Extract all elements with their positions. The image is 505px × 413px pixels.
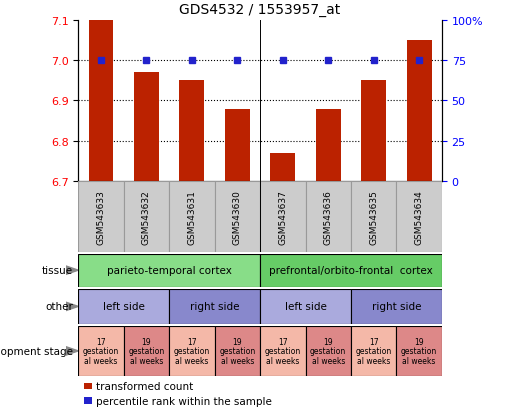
Text: GSM543634: GSM543634	[415, 190, 424, 244]
Bar	[169, 326, 215, 376]
Text: prefrontal/orbito-frontal  cortex: prefrontal/orbito-frontal cortex	[269, 266, 433, 275]
Text: tissue: tissue	[42, 266, 73, 275]
Text: GSM543637: GSM543637	[278, 190, 287, 244]
Text: right side: right side	[190, 301, 239, 312]
Text: 17
gestation
al weeks: 17 gestation al weeks	[265, 337, 301, 365]
Bar	[260, 182, 306, 252]
Text: parieto-temporal cortex: parieto-temporal cortex	[107, 266, 232, 275]
Text: development stage: development stage	[0, 346, 73, 356]
Bar	[124, 182, 169, 252]
Text: 19
gestation
al weeks: 19 gestation al weeks	[310, 337, 346, 365]
Bar	[351, 289, 442, 324]
Polygon shape	[66, 266, 78, 275]
Text: percentile rank within the sample: percentile rank within the sample	[96, 396, 272, 406]
Title: GDS4532 / 1553957_at: GDS4532 / 1553957_at	[179, 3, 341, 17]
Text: left side: left side	[103, 301, 144, 312]
Text: GSM543632: GSM543632	[142, 190, 151, 244]
Bar	[78, 326, 124, 376]
Bar	[215, 326, 260, 376]
Bar	[316, 109, 341, 182]
Bar	[124, 326, 169, 376]
Text: GSM543631: GSM543631	[187, 190, 196, 244]
Bar	[169, 182, 215, 252]
Bar	[169, 289, 260, 324]
Bar	[407, 41, 432, 182]
Bar	[260, 254, 442, 287]
Bar	[179, 81, 205, 182]
Bar	[260, 326, 306, 376]
Text: GSM543630: GSM543630	[233, 190, 242, 244]
Bar	[134, 73, 159, 182]
Bar	[396, 182, 442, 252]
Text: 17
gestation
al weeks: 17 gestation al weeks	[83, 337, 119, 365]
Bar	[361, 81, 386, 182]
Text: 17
gestation
al weeks: 17 gestation al weeks	[174, 337, 210, 365]
Text: GSM543635: GSM543635	[369, 190, 378, 244]
Text: 19
gestation
al weeks: 19 gestation al weeks	[401, 337, 437, 365]
Bar	[78, 289, 169, 324]
Text: 17
gestation
al weeks: 17 gestation al weeks	[356, 337, 392, 365]
Bar	[270, 154, 295, 182]
Text: 19
gestation
al weeks: 19 gestation al weeks	[128, 337, 165, 365]
Text: transformed count: transformed count	[96, 381, 193, 391]
Text: GSM543636: GSM543636	[324, 190, 333, 244]
Bar	[306, 182, 351, 252]
Text: right side: right side	[372, 301, 421, 312]
Bar	[84, 397, 92, 404]
Bar	[396, 326, 442, 376]
Polygon shape	[66, 347, 78, 355]
Bar	[351, 326, 396, 376]
Bar	[351, 182, 396, 252]
Bar	[306, 326, 351, 376]
Bar	[260, 289, 351, 324]
Text: other: other	[45, 301, 73, 312]
Bar	[88, 21, 114, 182]
Text: 19
gestation
al weeks: 19 gestation al weeks	[219, 337, 256, 365]
Bar	[78, 254, 260, 287]
Bar	[225, 109, 250, 182]
Text: left side: left side	[285, 301, 326, 312]
Bar	[78, 182, 124, 252]
Bar	[84, 383, 92, 389]
Polygon shape	[66, 302, 78, 311]
Text: GSM543633: GSM543633	[96, 190, 106, 244]
Bar	[215, 182, 260, 252]
